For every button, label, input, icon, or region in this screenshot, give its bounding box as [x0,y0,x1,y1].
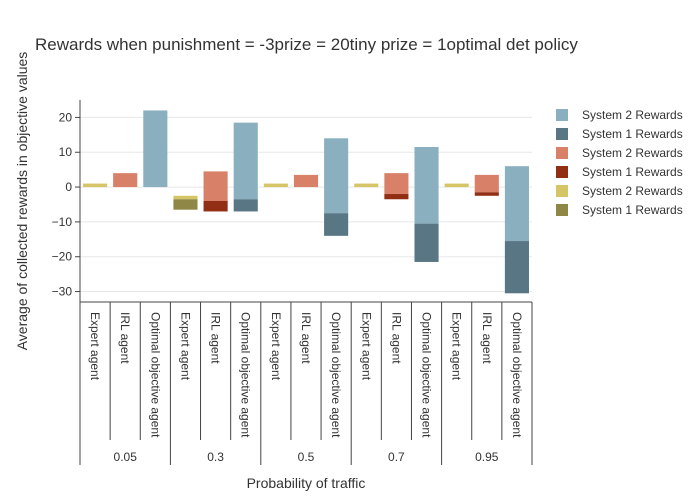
x-tick-label: Expert agent [178,312,192,381]
y-axis: 20 10 0 −10 −20 −30 [52,100,81,302]
bar [474,192,499,196]
bar [384,173,409,195]
legend-label: System 2 Rewards [582,146,683,160]
x-tick-label: Optimal objective agent [239,312,253,438]
legend-item[interactable]: System 1 Rewards [556,203,683,217]
bar [113,173,138,188]
bar [143,110,168,188]
x-tick-label: IRL agent [118,312,132,364]
legend-label: System 2 Rewards [582,184,683,198]
x-tick-label: Optimal objective agent [420,312,434,438]
x-tick-label: Expert agent [450,312,464,381]
legend-item[interactable]: System 1 Rewards [556,127,683,141]
bar [173,195,198,200]
group-label: 0.5 [298,450,315,464]
x-tick-label: IRL agent [480,312,494,364]
bar [354,183,379,188]
bar [203,201,228,212]
y-tick-label: −20 [52,250,73,264]
bar [203,171,228,201]
bar [293,174,319,188]
legend-item[interactable]: System 2 Rewards [556,146,683,160]
legend-item[interactable]: System 2 Rewards [556,108,683,122]
bar [324,213,349,236]
legend-swatch [556,185,568,197]
bar [414,223,439,262]
legend-label: System 2 Rewards [582,108,683,122]
x-tick-label: IRL agent [209,312,223,364]
group-label: 0.3 [207,450,224,464]
legend-item[interactable]: System 1 Rewards [556,165,683,179]
legend-item[interactable]: System 2 Rewards [556,184,683,198]
bar [173,199,198,210]
x-tick-label: IRL agent [299,312,313,364]
group-label: 0.95 [475,450,499,464]
x-tick-label: Expert agent [359,312,373,381]
x-axis-title: Probability of traffic [247,475,366,491]
legend-label: System 1 Rewards [582,203,683,217]
bar [233,199,258,212]
x-tick-label: Optimal objective agent [148,312,162,438]
y-tick-label: −30 [52,285,73,299]
x-tick-label: Optimal objective agent [510,312,524,438]
chart-title: Rewards when punishment = -3prize = 20ti… [35,35,578,54]
legend-swatch [556,128,568,140]
legend-label: System 1 Rewards [582,127,683,141]
bars [83,110,529,294]
y-tick-label: 0 [65,180,72,194]
y-tick-label: −10 [52,215,73,229]
legend-label: System 1 Rewards [582,165,683,179]
legend-swatch [556,166,568,178]
bar [263,183,288,188]
x-tick-label: Expert agent [269,312,283,381]
y-tick-label: 20 [59,110,73,124]
bar [504,166,529,242]
bar [504,241,529,294]
y-axis-title: Average of collected rewards in objectiv… [14,52,30,351]
legend[interactable]: System 2 Rewards System 1 Rewards System 2… [556,108,683,217]
bar [83,183,108,188]
x-tick-label: Expert agent [88,312,102,381]
legend-swatch [556,147,568,159]
x-axis: Expert agent IRL agent Optimal objective a… [79,301,533,465]
bar [233,122,258,200]
x-tick-label: IRL agent [389,312,403,364]
legend-swatch [556,204,568,216]
group-label: 0.05 [114,450,138,464]
y-tick-label: 10 [59,145,73,159]
bar [444,183,469,188]
legend-swatch [556,109,568,121]
group-label: 0.7 [388,450,405,464]
bar [324,138,349,214]
bar [414,147,439,224]
bar [384,194,409,200]
x-tick-label: Optimal objective agent [329,312,343,438]
bar [474,174,499,193]
